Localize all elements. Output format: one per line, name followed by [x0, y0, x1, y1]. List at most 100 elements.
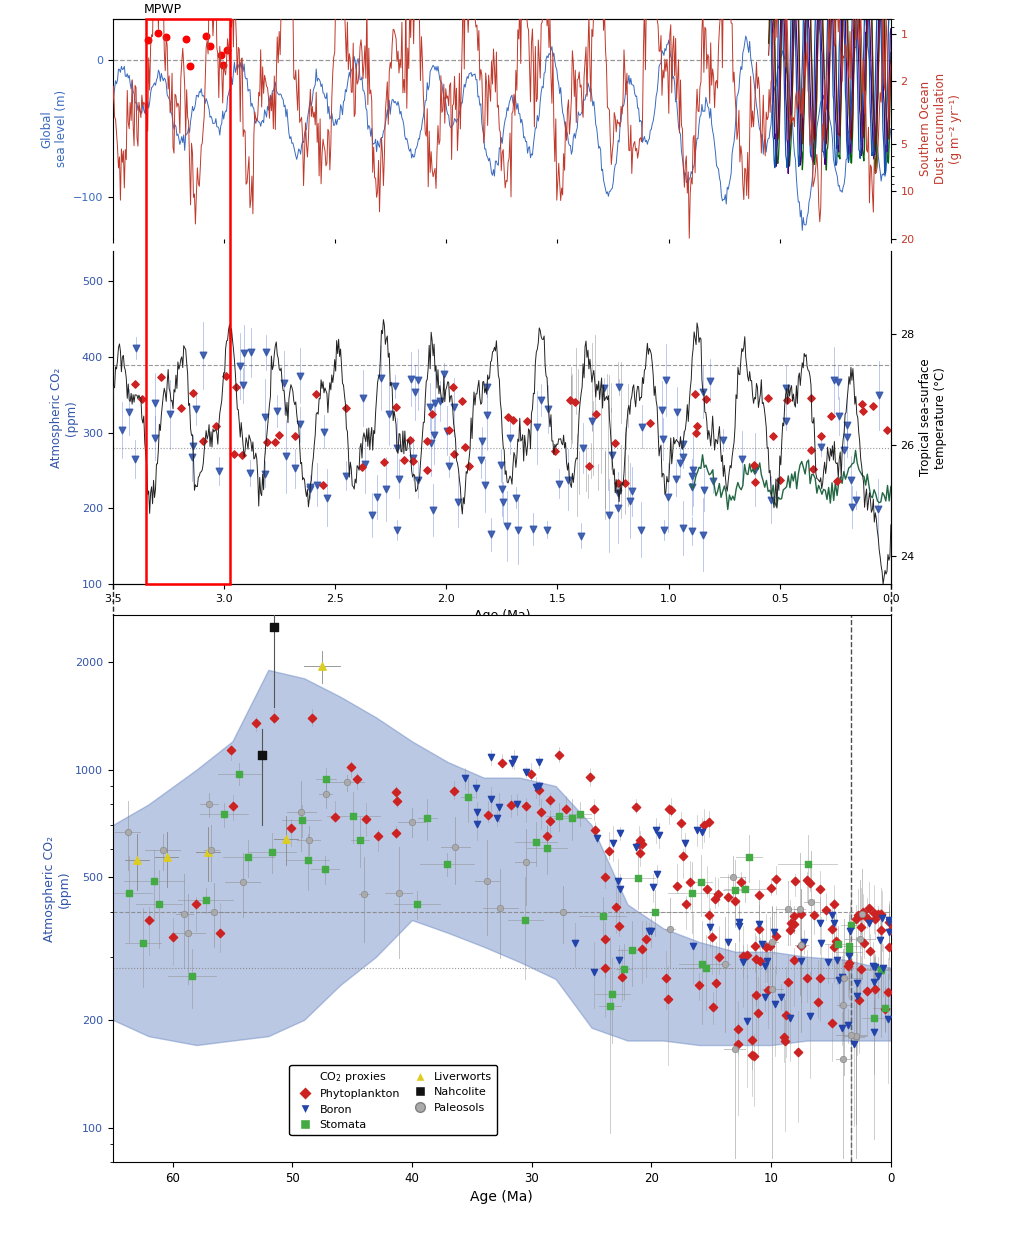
Phytoplankton: [608, 897, 625, 917]
Point: [653, 400, 670, 420]
Boron: [610, 871, 627, 891]
Point: [177, 29, 194, 48]
Phytoplankton: [660, 799, 677, 819]
Point: [450, 491, 466, 511]
Boron: [518, 762, 535, 782]
Point: [242, 462, 258, 482]
Point: [479, 378, 496, 398]
Paleosols: [662, 919, 678, 938]
Point: [684, 477, 700, 497]
Boron: [881, 912, 897, 932]
Boron: [586, 962, 602, 982]
Boron: [819, 952, 836, 972]
Phytoplankton: [726, 891, 742, 911]
Point: [257, 464, 273, 484]
Point: [153, 367, 169, 387]
Stomata: [183, 966, 200, 986]
Boron: [824, 905, 841, 925]
Phytoplankton: [304, 709, 321, 728]
Stomata: [630, 868, 646, 888]
Point: [672, 454, 688, 474]
Phytoplankton: [632, 830, 648, 850]
Point: [588, 404, 604, 424]
Phytoplankton: [660, 988, 677, 1008]
Phytoplankton: [806, 905, 822, 925]
Point: [315, 421, 332, 441]
Phytoplankton: [812, 968, 828, 988]
Phytoplankton: [709, 973, 725, 993]
Point: [292, 365, 308, 385]
Phytoplankton: [878, 999, 894, 1019]
Point: [633, 520, 649, 539]
Boron: [766, 922, 782, 942]
Phytoplankton: [824, 920, 841, 940]
Phytoplankton: [358, 809, 375, 829]
Point: [539, 520, 555, 539]
Point: [267, 433, 284, 452]
Phytoplankton: [866, 979, 883, 999]
Phytoplankton: [794, 936, 810, 956]
Point: [675, 518, 691, 538]
Point: [436, 364, 453, 384]
Paleosols: [338, 772, 354, 792]
Phytoplankton: [675, 846, 691, 866]
Paleosols: [356, 884, 373, 904]
Phytoplankton: [853, 905, 869, 925]
Point: [287, 426, 303, 446]
Point: [772, 470, 788, 490]
Phytoplankton: [762, 879, 778, 899]
Point: [213, 45, 229, 65]
Stomata: [694, 953, 711, 973]
Phytoplankton: [696, 815, 713, 835]
Stomata: [241, 848, 257, 868]
Point: [746, 455, 763, 475]
Point: [473, 450, 489, 470]
Point: [532, 390, 549, 410]
Boron: [840, 1016, 856, 1035]
Point: [387, 377, 403, 397]
Phytoplankton: [706, 998, 722, 1018]
Phytoplankton: [782, 914, 799, 933]
Phytoplankton: [732, 873, 749, 892]
Point: [657, 370, 674, 390]
Paleosols: [724, 868, 740, 888]
Point: [219, 40, 236, 60]
Phytoplankton: [503, 794, 519, 814]
Paleosols: [848, 1027, 864, 1047]
Phytoplankton: [614, 967, 631, 987]
Point: [389, 520, 406, 539]
Point: [173, 398, 189, 418]
Point: [848, 490, 864, 510]
Boron: [830, 971, 847, 991]
Stomata: [121, 884, 137, 904]
Y-axis label: Atmospheric CO₂
(ppm): Atmospheric CO₂ (ppm): [43, 835, 71, 942]
Stomata: [527, 833, 544, 853]
Point: [319, 487, 336, 507]
Y-axis label: Global
sea level (m): Global sea level (m): [40, 89, 69, 168]
Boron: [685, 936, 701, 956]
Point: [829, 372, 846, 392]
Phytoplankton: [597, 929, 613, 948]
Phytoplankton: [746, 936, 763, 956]
Point: [147, 428, 164, 447]
Paleosols: [206, 901, 222, 921]
Boron: [731, 912, 748, 932]
Phytoplankton: [188, 895, 205, 915]
Paleosols: [793, 935, 809, 955]
Stomata: [873, 960, 890, 979]
Boron: [849, 986, 865, 1006]
Point: [803, 440, 819, 460]
Point: [243, 342, 259, 362]
Boron: [793, 951, 809, 971]
Paleosols: [201, 794, 217, 814]
Point: [606, 433, 623, 452]
Phytoplankton: [388, 782, 404, 802]
Point: [494, 479, 510, 498]
Phytoplankton: [856, 933, 872, 953]
Phytoplankton: [825, 937, 842, 957]
Paleosols: [779, 900, 796, 920]
Point: [426, 425, 442, 445]
Boron: [611, 879, 628, 899]
Phytoplankton: [597, 958, 613, 978]
Boron: [841, 946, 857, 966]
